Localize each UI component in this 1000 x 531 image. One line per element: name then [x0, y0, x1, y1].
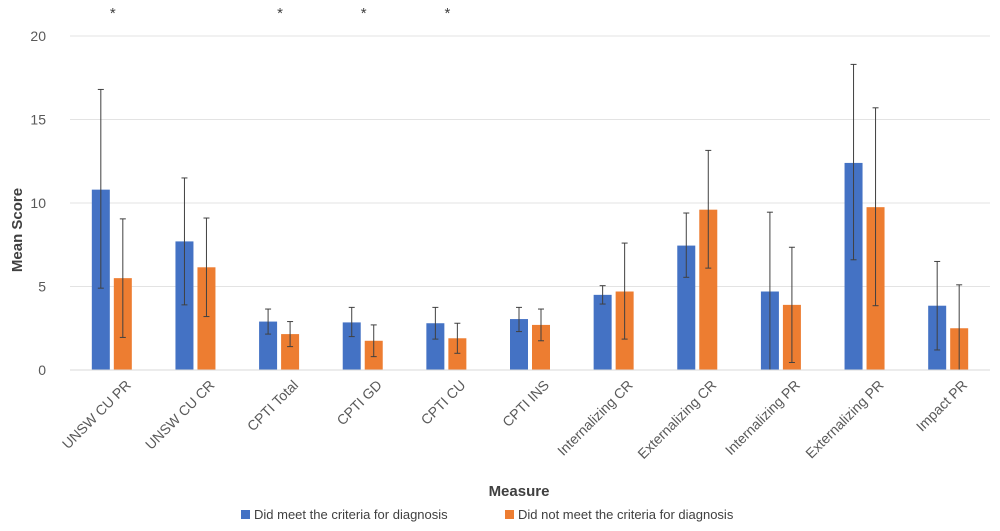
- legend-label: Did meet the criteria for diagnosis: [254, 507, 448, 522]
- y-tick-label: 0: [38, 362, 46, 378]
- error-bars: [97, 63, 963, 371]
- bar: [593, 294, 612, 370]
- legend-swatch: [241, 510, 250, 519]
- bar: [175, 241, 194, 370]
- x-category-label: CPTI GD: [333, 377, 384, 428]
- x-category-label: CPTI CU: [418, 377, 469, 428]
- bar: [448, 338, 467, 370]
- bar: [281, 334, 300, 370]
- x-axis-category-labels: UNSW CU PR UNSW CU CR CPTI Total CPTI GD CPT…: [59, 377, 970, 462]
- significance-marker: *: [110, 5, 116, 22]
- legend: Did meet the criteria for diagnosis Did n…: [241, 507, 734, 522]
- significance-marker: *: [361, 5, 367, 22]
- x-category-label: CPTI Total: [244, 377, 301, 434]
- y-axis-title: Mean Score: [9, 188, 26, 272]
- gridlines: [70, 35, 990, 287]
- legend-swatch: [505, 510, 514, 519]
- y-tick-label: 20: [30, 28, 46, 44]
- bar: [510, 319, 528, 370]
- x-category-label: UNSW CU PR: [59, 377, 134, 452]
- bar: [259, 321, 278, 370]
- bar: [197, 267, 216, 370]
- x-category-label: Externalizing CR: [634, 377, 719, 462]
- bar: [426, 323, 445, 370]
- bar: [699, 209, 718, 370]
- significance-marker: *: [444, 5, 450, 22]
- significance-markers: * * * *: [110, 5, 451, 22]
- x-category-label: Internalizing CR: [554, 377, 636, 459]
- bar: [677, 245, 696, 370]
- legend-label: Did not meet the criteria for diagnosis: [518, 507, 734, 522]
- x-category-label: Impact PR: [913, 377, 971, 435]
- bar: [532, 324, 550, 370]
- y-axis-ticks: 0 5 10 15 20: [30, 28, 46, 378]
- x-category-label: UNSW CU CR: [142, 377, 218, 453]
- y-tick-label: 15: [30, 112, 46, 128]
- bar: [844, 162, 863, 370]
- y-tick-label: 10: [30, 195, 46, 211]
- x-category-label: CPTI INS: [499, 377, 552, 430]
- x-category-label: Externalizing PR: [802, 377, 886, 461]
- x-category-label: Internalizing PR: [722, 377, 803, 458]
- bars: [91, 162, 969, 370]
- y-tick-label: 5: [38, 279, 46, 295]
- bar: [342, 322, 361, 370]
- significance-marker: *: [277, 5, 283, 22]
- x-axis-title: Measure: [489, 483, 550, 500]
